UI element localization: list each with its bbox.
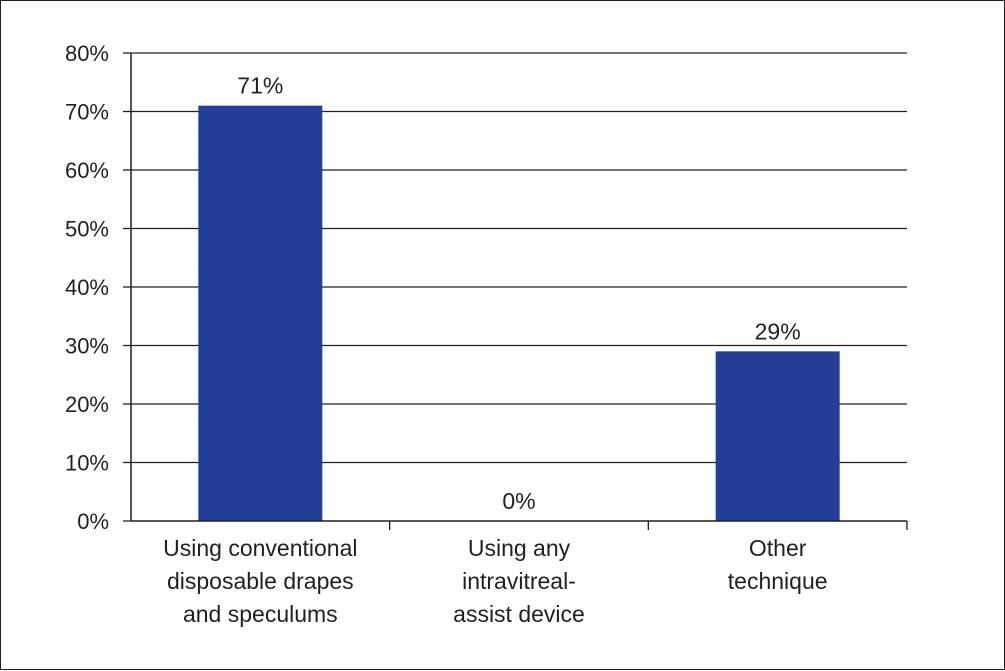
x-category-label-line: Other [749,535,807,561]
y-tick-label: 20% [65,392,109,417]
x-category-label-line: Using any [468,535,571,561]
x-category-label-line: assist device [453,601,585,627]
y-tick-label: 60% [65,158,109,183]
y-tick-label: 0% [77,509,109,534]
x-category-label-line: intravitreal- [462,568,576,594]
data-label: 29% [755,318,801,344]
data-label: 71% [237,73,283,99]
y-tick-label: 40% [65,275,109,300]
data-label: 0% [502,488,535,514]
x-category-label-line: disposable drapes [167,568,354,594]
y-tick-label: 70% [65,100,109,125]
y-tick-label: 10% [65,451,109,476]
x-category-label: Other technique [728,535,828,594]
y-tick-label: 50% [65,217,109,242]
x-category-label-line: technique [728,568,828,594]
bar [198,105,323,522]
x-category-label: Using any intravitreal-assist device [453,535,585,627]
x-category-label-line: and speculums [183,601,338,627]
x-category-label: Using conventional disposable drapes and s… [163,535,357,627]
y-tick-label: 80% [65,41,109,66]
bar [715,351,840,521]
x-category-label-line: Using conventional [163,535,357,561]
y-tick-label: 30% [65,334,109,359]
